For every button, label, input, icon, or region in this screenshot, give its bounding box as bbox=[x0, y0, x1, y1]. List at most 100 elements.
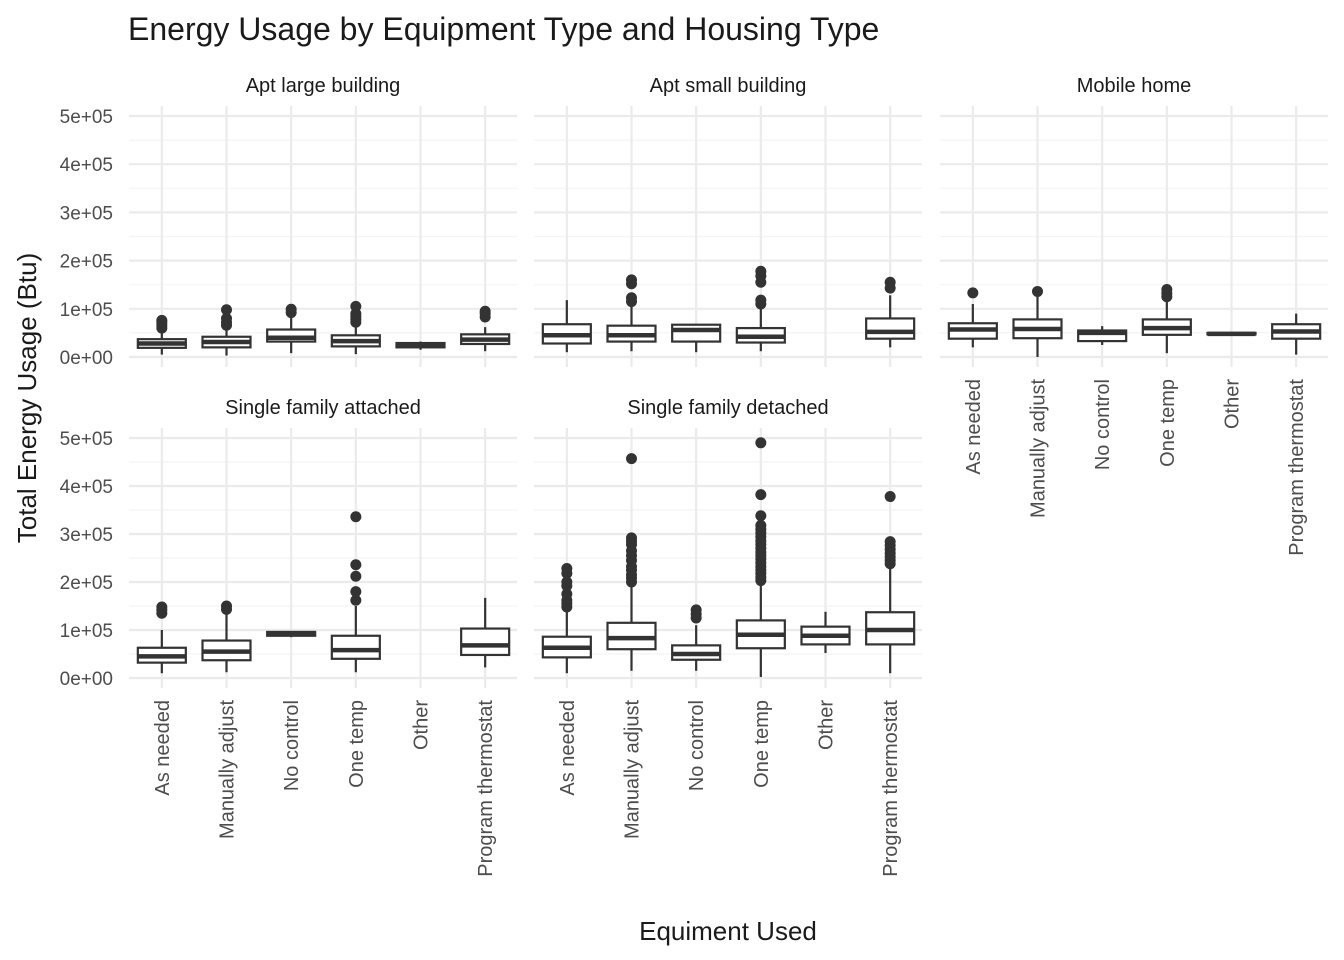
box-no-control bbox=[671, 604, 722, 671]
y-tick-label: 1e+05 bbox=[60, 621, 113, 642]
outlier-point bbox=[755, 510, 767, 522]
box-as-needed bbox=[947, 287, 998, 348]
x-tick-label: Program thermostat bbox=[880, 700, 902, 877]
box-no-control bbox=[671, 323, 722, 353]
x-tick-label: One temp bbox=[1157, 379, 1179, 467]
outlier-point bbox=[156, 601, 168, 613]
x-tick-label: As needed bbox=[963, 379, 985, 475]
outlier-point bbox=[755, 437, 767, 449]
outlier-point bbox=[350, 511, 362, 523]
x-tick-label: Manually adjust bbox=[1028, 379, 1050, 518]
box-one-temp bbox=[735, 437, 786, 678]
box-body bbox=[460, 627, 511, 657]
box-manually-adjust bbox=[201, 304, 252, 356]
box-manually-adjust bbox=[606, 453, 657, 671]
box-as-needed bbox=[136, 601, 187, 674]
facet-strip-label: Single family detached bbox=[627, 397, 828, 419]
outlier-point bbox=[350, 594, 362, 606]
facet-strip-label: Apt large building bbox=[246, 75, 401, 97]
facet-strip-label: Single family attached bbox=[225, 397, 421, 419]
x-tick-label: Other bbox=[816, 700, 838, 750]
outlier-point bbox=[755, 489, 767, 501]
box-program-thermostat bbox=[460, 305, 511, 352]
facet-panel-single-family-detached: Single family detached As needed Manually … bbox=[534, 397, 922, 877]
box-body bbox=[330, 634, 381, 660]
y-tick-label: 5e+05 bbox=[60, 107, 113, 128]
box-one-temp bbox=[330, 511, 381, 673]
outlier-point bbox=[755, 265, 767, 277]
outlier-point bbox=[626, 532, 637, 544]
y-axis-title: Total Energy Usage (Btu) bbox=[12, 253, 42, 543]
box-no-control bbox=[1077, 326, 1128, 345]
box-as-needed bbox=[541, 563, 592, 674]
outlier-point bbox=[561, 588, 573, 600]
outlier-point bbox=[1032, 285, 1043, 297]
box-manually-adjust bbox=[606, 274, 657, 352]
outlier-point bbox=[350, 300, 362, 312]
x-tick-label: Manually adjust bbox=[622, 700, 644, 839]
facet-panel-single-family-attached: Single family attached 0e+00 1e+05 2e+05 3e+… bbox=[60, 397, 517, 877]
y-tick-label: 3e+05 bbox=[60, 203, 113, 224]
box-body bbox=[671, 323, 722, 343]
x-tick-label: As needed bbox=[152, 700, 174, 796]
box-manually-adjust bbox=[201, 600, 252, 673]
y-tick-label: 0e+00 bbox=[60, 669, 113, 690]
y-tick-label: 1e+05 bbox=[60, 300, 113, 321]
outlier-point bbox=[755, 519, 767, 531]
outlier-point bbox=[285, 303, 297, 315]
x-tick-label: No control bbox=[281, 700, 303, 791]
outlier-point bbox=[479, 305, 491, 317]
outlier-point bbox=[221, 312, 232, 324]
x-tick-label: As needed bbox=[557, 700, 579, 796]
box-other bbox=[800, 611, 851, 654]
y-tick-label: 4e+05 bbox=[60, 477, 113, 498]
outlier-point bbox=[1161, 284, 1173, 296]
x-axis-title: Equiment Used bbox=[639, 916, 817, 946]
outlier-point bbox=[561, 576, 573, 588]
outlier-point bbox=[967, 287, 979, 299]
y-tick-label: 2e+05 bbox=[60, 252, 113, 273]
outlier-point bbox=[350, 570, 362, 582]
outlier-point bbox=[561, 563, 573, 575]
x-tick-label: One temp bbox=[751, 700, 773, 788]
box-one-temp bbox=[330, 300, 381, 355]
box-body bbox=[1077, 329, 1128, 343]
box-other bbox=[1206, 331, 1257, 337]
y-tick-label: 5e+05 bbox=[60, 429, 113, 450]
outlier-point bbox=[690, 604, 702, 616]
x-tick-label: No control bbox=[686, 700, 708, 791]
outlier-point bbox=[626, 292, 637, 304]
outlier-point bbox=[626, 274, 637, 286]
x-tick-label: No control bbox=[1092, 379, 1114, 470]
box-other bbox=[395, 341, 446, 350]
outlier-point bbox=[350, 559, 362, 571]
y-tick-label: 2e+05 bbox=[60, 573, 113, 594]
box-program-thermostat bbox=[1271, 313, 1322, 355]
box-manually-adjust bbox=[1012, 285, 1063, 357]
outlier-point bbox=[156, 314, 168, 326]
outlier-point bbox=[626, 453, 637, 465]
box-one-temp bbox=[735, 265, 786, 352]
facet-strip-label: Apt small building bbox=[650, 75, 807, 97]
box-program-thermostat bbox=[865, 491, 916, 674]
box-as-needed bbox=[136, 314, 187, 355]
facet-panel-apt-large-building: Apt large building 0e+00 1e+05 2e+05 3e+05 4e… bbox=[60, 75, 517, 369]
x-tick-label: Manually adjust bbox=[217, 700, 239, 839]
box-no-control bbox=[266, 303, 317, 354]
outlier-point bbox=[221, 304, 232, 316]
box-as-needed bbox=[541, 300, 592, 353]
facet-strip-label: Mobile home bbox=[1077, 75, 1192, 97]
facet-panel-apt-small-building: Apt small building bbox=[534, 75, 922, 367]
x-tick-label: Program thermostat bbox=[1286, 379, 1308, 556]
box-program-thermostat bbox=[460, 597, 511, 668]
outlier-point bbox=[884, 536, 896, 548]
chart-title: Energy Usage by Equipment Type and Housi… bbox=[128, 11, 879, 47]
x-tick-label: Program thermostat bbox=[475, 700, 497, 877]
y-tick-label: 3e+05 bbox=[60, 525, 113, 546]
y-tick-label: 4e+05 bbox=[60, 155, 113, 176]
outlier-point bbox=[884, 491, 896, 503]
x-tick-label: Other bbox=[411, 700, 433, 750]
outlier-point bbox=[350, 586, 362, 598]
